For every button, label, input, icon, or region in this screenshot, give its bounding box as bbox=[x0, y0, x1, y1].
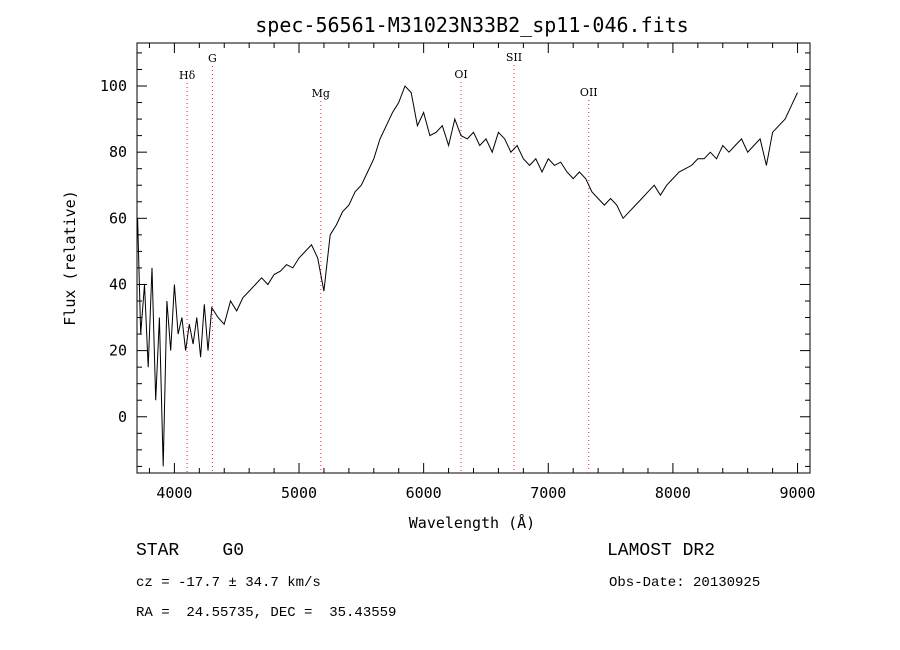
x-tick-label: 7000 bbox=[530, 484, 566, 502]
coordinates: RA = 24.55735, DEC = 35.43559 bbox=[136, 605, 397, 621]
x-axis-label: Wavelength (Å) bbox=[409, 513, 535, 532]
line-marker-label: OI bbox=[454, 68, 467, 81]
y-tick-label: 60 bbox=[109, 209, 127, 227]
spectrum-line bbox=[137, 85, 798, 467]
survey-name: LAMOST DR2 bbox=[607, 541, 716, 561]
y-tick-label: 80 bbox=[109, 143, 127, 161]
x-tick-label: 9000 bbox=[779, 484, 815, 502]
observation-date: Obs-Date: 20130925 bbox=[609, 575, 761, 591]
x-tick-label: 4000 bbox=[156, 484, 192, 502]
x-tick-label: 5000 bbox=[281, 484, 317, 502]
line-marker-label: G bbox=[208, 52, 217, 65]
y-tick-label: 0 bbox=[118, 408, 127, 426]
line-marker-label: SII bbox=[506, 51, 522, 64]
y-axis-label: Flux (relative) bbox=[61, 190, 79, 325]
line-marker-label: Hδ bbox=[179, 69, 196, 82]
line-marker-label: OII bbox=[580, 86, 598, 99]
spectrum-series bbox=[137, 85, 798, 467]
line-marker-label: Mg bbox=[312, 87, 330, 100]
x-tick-label: 6000 bbox=[406, 484, 442, 502]
line-markers: Hδ G Mg OI SII OII bbox=[179, 51, 598, 473]
y-tick-label: 40 bbox=[109, 275, 127, 293]
axis-ticks: 4000 5000 6000 7000 8000 9000 0 20 40 60 80 100 bbox=[100, 43, 816, 502]
y-tick-label: 100 bbox=[100, 77, 127, 95]
y-tick-label: 20 bbox=[109, 342, 127, 360]
x-tick-label: 8000 bbox=[655, 484, 691, 502]
redshift-velocity: cz = -17.7 ± 34.7 km/s bbox=[136, 575, 321, 591]
chart-title: spec-56561-M31023N33B2_sp11-046.fits bbox=[255, 13, 688, 37]
plot-frame bbox=[136, 42, 811, 474]
object-class: STAR G0 bbox=[136, 541, 245, 561]
